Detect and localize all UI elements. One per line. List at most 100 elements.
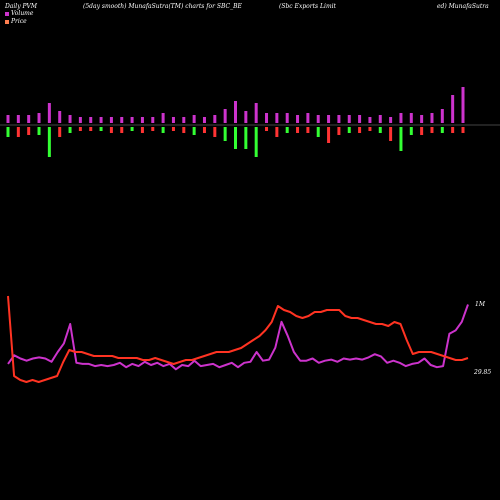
pvm-bar-up — [213, 115, 217, 123]
pvm-bar-up — [58, 111, 62, 123]
pvm-bar-down — [275, 127, 279, 137]
pvm-bar-up — [68, 115, 72, 123]
pvm-bar-down — [285, 127, 289, 133]
pvm-bar-up — [161, 113, 165, 123]
pvm-bar-up — [368, 117, 372, 123]
pvm-bar-up — [440, 109, 444, 123]
pvm-bar-down — [451, 127, 455, 133]
pvm-bar-down — [296, 127, 300, 133]
pvm-bar-up — [223, 109, 227, 123]
pvm-bar-up — [109, 117, 113, 123]
volume-swatch — [5, 11, 9, 16]
pvm-bar-up — [244, 111, 248, 123]
pvm-bar-up — [140, 117, 144, 123]
pvm-bar-down — [140, 127, 144, 133]
pvm-bar-down — [202, 127, 206, 133]
pvm-bar-up — [265, 113, 269, 123]
pvm-bar-up — [37, 113, 41, 123]
pvm-bar-down — [399, 127, 403, 151]
pvm-bar-up — [182, 117, 186, 123]
pvm-bar-up — [285, 113, 289, 123]
pvm-bar-down — [337, 127, 341, 135]
legend-price: Price — [5, 18, 27, 25]
chart-type-label: Daily PVM — [5, 3, 38, 10]
pvm-bar-down — [316, 127, 320, 137]
pvm-bar-down — [78, 127, 82, 131]
pvm-bar-down — [440, 127, 444, 133]
pvm-bar-up — [27, 115, 31, 123]
pvm-bar-up — [420, 115, 424, 123]
pvm-bar-up — [130, 117, 134, 123]
pvm-bar-up — [120, 117, 124, 123]
pvm-bar-up — [430, 113, 434, 123]
pvm-bar-up — [399, 113, 403, 123]
pvm-bar-down — [223, 127, 227, 141]
pvm-bar-up — [275, 113, 279, 123]
pvm-bar-down — [109, 127, 113, 133]
pvm-bar-down — [6, 127, 10, 137]
pvm-bar-up — [347, 115, 351, 123]
pvm-bar-up — [6, 115, 10, 123]
pvm-bar-down — [368, 127, 372, 131]
pvm-bar-down — [99, 127, 103, 131]
pvm-bar-down — [151, 127, 155, 131]
pvm-bar-up — [192, 115, 196, 123]
pvm-bar-up — [409, 113, 413, 123]
pvm-bar-down — [430, 127, 434, 133]
pvm-bar-up — [202, 117, 206, 123]
pvm-bar-down — [130, 127, 134, 131]
pvm-bar-down — [213, 127, 217, 137]
pvm-bar-up — [296, 115, 300, 123]
pvm-bar-up — [337, 115, 341, 123]
legend-volume: Volume — [5, 10, 33, 17]
pvm-bar-up — [151, 117, 155, 123]
pvm-bar-down — [347, 127, 351, 133]
pvm-bar-down — [358, 127, 362, 133]
pvm-bar-up — [327, 115, 331, 123]
pvm-bar-up — [16, 115, 20, 123]
pvm-bar-up — [389, 117, 393, 123]
pvm-bar-down — [120, 127, 124, 133]
pvm-bar-down — [192, 127, 196, 135]
pvm-bar-down — [161, 127, 165, 133]
pvm-bar-up — [254, 103, 258, 123]
pvm-bar-down — [389, 127, 393, 141]
pvm-bar-down — [244, 127, 248, 149]
pvm-bar-up — [99, 117, 103, 123]
legend-price-label: Price — [11, 18, 27, 25]
pvm-bar-up — [358, 115, 362, 123]
volume-line — [7, 304, 469, 371]
pvm-bar-up — [171, 117, 175, 123]
pvm-bar-up — [461, 87, 465, 123]
pvm-bar-down — [47, 127, 51, 157]
pvm-bar-down — [420, 127, 424, 135]
pvm-bar-down — [306, 127, 310, 133]
price-swatch — [5, 19, 9, 24]
pvm-bar-down — [378, 127, 382, 133]
pvm-bar-up — [78, 117, 82, 123]
pvm-bar-down — [409, 127, 413, 135]
pvm-bar-down — [234, 127, 237, 149]
pvm-bar-up — [89, 117, 93, 123]
volume-end-label: 1M — [475, 301, 486, 308]
pvm-bar-up — [378, 115, 382, 123]
pvm-bar-up — [47, 103, 51, 123]
price-end-label: 29.85 — [473, 369, 491, 376]
pvm-bar-down — [461, 127, 465, 133]
pvm-bar-down — [37, 127, 41, 135]
pvm-bar-down — [89, 127, 93, 131]
pvm-bar-down — [265, 127, 269, 131]
pvm-bar-down — [171, 127, 175, 131]
pvm-bar-down — [68, 127, 72, 133]
pvm-bar-down — [27, 127, 31, 135]
price-line — [7, 295, 469, 383]
pvm-bar-down — [327, 127, 331, 143]
pvm-bar-down — [182, 127, 186, 133]
pvm-bar-down — [254, 127, 258, 157]
legend-volume-label: Volume — [11, 10, 34, 17]
pvm-bar-up — [234, 101, 237, 123]
pvm-bar-up — [306, 113, 310, 123]
company-name-cont: ed) MunafaSutra — [437, 3, 489, 10]
